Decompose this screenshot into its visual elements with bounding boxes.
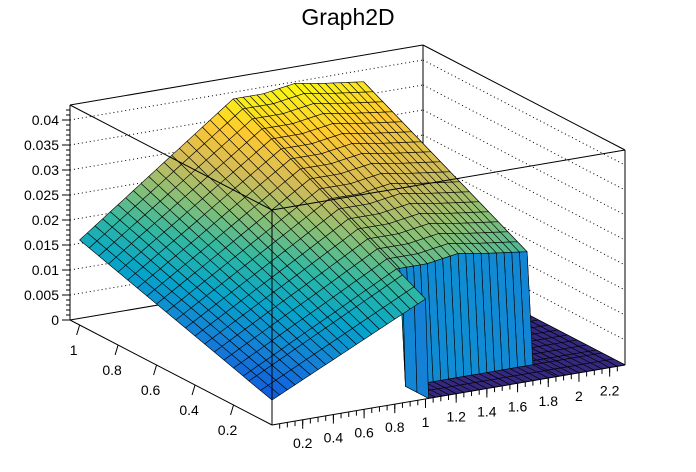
y-tick <box>191 384 196 396</box>
surface-cell <box>260 385 280 401</box>
x-tick-label: 1.2 <box>446 409 466 425</box>
z-tick-label: 0.025 <box>24 187 59 203</box>
y-tick <box>76 324 81 336</box>
x-tick-label: 1.4 <box>477 403 497 419</box>
y-tick-label: 0.4 <box>179 402 199 418</box>
box-front-edges <box>69 104 626 426</box>
z-tick-label: 0 <box>51 312 59 328</box>
z-tick-label: 0.03 <box>32 162 59 178</box>
z-gridline <box>422 59 626 166</box>
surface-mesh <box>79 81 626 401</box>
z-tick-label: 0.02 <box>32 212 59 228</box>
y-tick <box>230 404 235 416</box>
x-tick-label: 0.4 <box>324 430 344 446</box>
box-edge <box>69 319 273 426</box>
x-tick-label: 1.8 <box>539 393 559 409</box>
x-tick-label: 1.6 <box>508 398 528 414</box>
z-tick-label: 0.005 <box>24 287 59 303</box>
z-tick-label: 0.015 <box>24 237 59 253</box>
x-tick-label: 0.6 <box>354 424 374 440</box>
z-tick-label: 0.035 <box>24 137 59 153</box>
box-edge <box>69 104 273 211</box>
x-tick-label: 2.2 <box>600 383 620 399</box>
axes: 0 0.005 0.01 0.015 0.02 0.025 0.03 0.035 0.04 0.2… <box>24 109 620 451</box>
x-tick-label: 0.2 <box>293 435 313 451</box>
y-tick <box>114 344 119 356</box>
box-edge <box>69 44 424 106</box>
box-edge <box>422 44 626 151</box>
z-tick-label: 0.04 <box>32 112 59 128</box>
y-tick <box>153 364 158 376</box>
z-gridline <box>422 84 626 191</box>
y-tick-label: 0.6 <box>141 382 161 398</box>
box-edge <box>271 149 626 211</box>
x-tick-label: 0.8 <box>385 419 405 435</box>
z-tick-label: 0.01 <box>32 262 59 278</box>
y-tick-label: 0.2 <box>218 422 238 438</box>
chart-title: Graph2D <box>301 4 395 30</box>
x-tick-label: 1 <box>422 414 430 430</box>
y-tick-label: 1 <box>70 342 78 358</box>
x-tick-label: 2 <box>575 388 583 404</box>
y-tick-label: 0.8 <box>102 362 122 378</box>
